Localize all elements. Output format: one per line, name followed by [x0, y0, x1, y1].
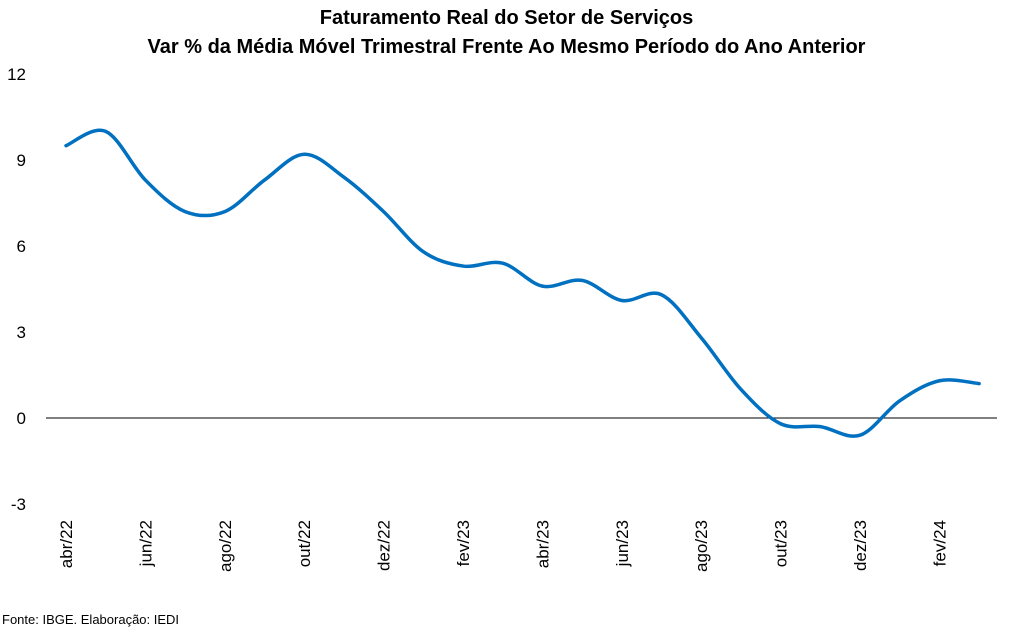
data-points [64, 129, 981, 437]
x-tick-label: fev/24 [930, 520, 949, 566]
x-tick-label: abr/22 [57, 520, 76, 568]
x-tick-label: dez/22 [375, 520, 394, 571]
x-tick-label: jun/22 [136, 520, 155, 567]
chart-subtitle: Var % da Média Móvel Trimestral Frente A… [147, 36, 866, 58]
x-tick-label: jun/23 [613, 520, 632, 567]
y-tick-label: 6 [17, 237, 26, 256]
x-tick-label: fev/23 [454, 520, 473, 566]
x-tick-label: ago/22 [216, 520, 235, 572]
y-tick-label: 9 [17, 151, 26, 170]
x-tick-label: out/23 [772, 520, 791, 567]
series-line [64, 128, 981, 438]
y-tick-label: 12 [7, 65, 26, 84]
source-note: Fonte: IBGE. Elaboração: IEDI [2, 612, 180, 627]
x-tick-label: dez/23 [851, 520, 870, 571]
y-tick-label: 0 [17, 409, 26, 428]
y-axis: 12 9 6 3 0 -3 [7, 65, 26, 514]
chart-title: Faturamento Real do Setor de Serviços [319, 7, 694, 29]
x-axis: abr/22 jun/22 ago/22 out/22 dez/22 fev/23 abr/… [57, 520, 949, 572]
x-tick-label: out/22 [295, 520, 314, 567]
x-tick-label: abr/23 [533, 520, 552, 568]
y-tick-label: 3 [17, 323, 26, 342]
y-tick-label: -3 [11, 495, 26, 514]
x-tick-label: ago/23 [692, 520, 711, 572]
